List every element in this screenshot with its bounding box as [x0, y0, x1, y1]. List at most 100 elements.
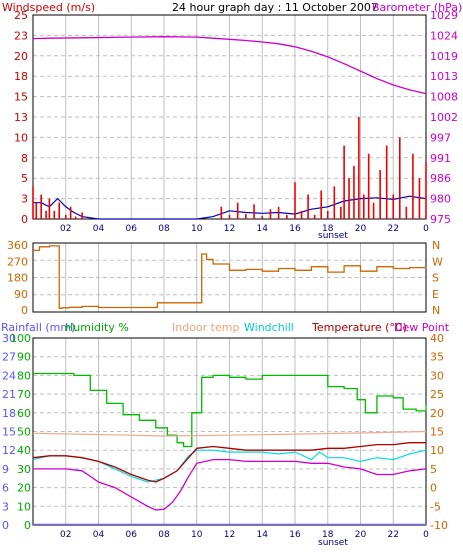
right-axis-tick-label: 1029	[430, 9, 458, 22]
right-axis-tick-label: 997	[430, 131, 451, 144]
x-tick-label: 20	[355, 224, 367, 234]
legend: Rainfall (mm) Humidity % Indoor temp Win…	[1, 321, 450, 334]
right-axis-tick-label: 986	[430, 172, 451, 185]
x-tick-label: 14	[257, 530, 269, 540]
legend-windchill: Windchill	[244, 321, 294, 334]
barometer-line	[32, 36, 427, 95]
rainfall-tick-label: 18	[2, 407, 16, 420]
temperature-tick-label: 40	[430, 332, 444, 345]
direction-compass-label: S	[432, 272, 439, 285]
humidity-tick-label: 60	[17, 407, 31, 420]
legend-rainfall: Rainfall (mm)	[1, 321, 75, 334]
right-axis-title: Barometer (hPa)	[372, 1, 462, 14]
rainfall-tick-label: 12	[2, 444, 16, 457]
sunset-label-lower: sunset	[318, 538, 348, 548]
right-axis-tick-label: 1002	[430, 111, 458, 124]
x-tick-label: 04	[93, 224, 105, 234]
temperature-line	[32, 442, 426, 483]
dew-point-line	[33, 458, 427, 511]
x-tick-label: 08	[158, 224, 170, 234]
x-tick-label: 16	[289, 224, 301, 234]
x-tick-label: 06	[126, 530, 138, 540]
temperature-tick-label: 20	[430, 407, 444, 420]
direction-degree-label: 270	[7, 255, 28, 268]
right-axis-tick-label: 1024	[430, 29, 458, 42]
x-tick-label: 04	[93, 530, 105, 540]
legend-humidity: Humidity %	[65, 321, 129, 334]
x-tick-label: 0	[423, 530, 429, 540]
temperature-tick-label: 10	[430, 444, 444, 457]
indoor-temp-line	[32, 430, 427, 437]
temperature-tick-label: 30	[430, 369, 444, 382]
temperature-tick-label: 35	[430, 351, 444, 364]
rainfall-tick-label: 15	[2, 426, 16, 439]
left-axis-tick-label: 20	[14, 50, 28, 63]
humidity-tick-label: 30	[17, 463, 31, 476]
left-axis-tick-label: 13	[14, 111, 28, 124]
direction-compass-label: W	[432, 255, 443, 268]
right-axis-tick-label: 1013	[430, 70, 458, 83]
rainfall-tick-label: 0	[2, 519, 9, 532]
humidity-tick-label: 100	[10, 332, 31, 345]
left-axis-tick-label: 3	[21, 193, 28, 206]
x-tick-label: 06	[126, 224, 138, 234]
x-tick-label: 0	[423, 224, 429, 234]
legend-indoor-temp: Indoor temp	[172, 321, 239, 334]
left-axis-tick-label: 8	[21, 152, 28, 165]
rainfall-tick-label: 24	[2, 369, 16, 382]
right-axis-tick-label: 1019	[430, 50, 458, 63]
rainfall-tick-label: 6	[2, 482, 9, 495]
left-axis-tick-label: 15	[14, 91, 28, 104]
wind-direction-line	[33, 245, 427, 309]
temperature-tick-label: 0	[430, 482, 437, 495]
x-tick-label: 18	[322, 224, 334, 234]
x-tick-label: 16	[289, 530, 301, 540]
direction-degree-label: 0	[21, 304, 28, 317]
legend-temperature: Temperature (°C)	[311, 321, 407, 334]
x-tick-label: 18	[322, 530, 334, 540]
x-tick-label: 12	[224, 530, 235, 540]
direction-degree-label: 90	[14, 288, 28, 301]
left-axis-tick-label: 18	[14, 70, 28, 83]
direction-compass-label: N	[432, 239, 440, 252]
x-tick-label: 02	[60, 530, 71, 540]
humidity-tick-label: 50	[17, 426, 31, 439]
humidity-tick-label: 70	[17, 388, 31, 401]
left-axis-tick-label: 10	[14, 131, 28, 144]
left-axis-tick-label: 23	[14, 29, 28, 42]
x-tick-label: 22	[388, 224, 399, 234]
temperature-tick-label: -5	[430, 500, 441, 513]
temperature-tick-label: 15	[430, 426, 444, 439]
x-tick-label: 10	[191, 530, 203, 540]
x-tick-label: 10	[191, 224, 203, 234]
rainfall-tick-label: 9	[2, 463, 9, 476]
right-axis-tick-label: 980	[430, 193, 451, 206]
right-axis-tick-label: 991	[430, 152, 451, 165]
wind-average-line	[33, 195, 427, 220]
rainfall-tick-label: 27	[2, 351, 16, 364]
humidity-tick-label: 80	[17, 369, 31, 382]
x-tick-label: 12	[224, 224, 235, 234]
direction-degree-label: 360	[7, 239, 28, 252]
direction-degree-label: 180	[7, 272, 28, 285]
rainfall-tick-label: 30	[2, 332, 16, 345]
sunset-label: sunset	[318, 231, 348, 241]
humidity-tick-label: 20	[17, 482, 31, 495]
humidity-tick-label: 40	[17, 444, 31, 457]
graph-title: 24 hour graph day : 11 October 2007	[172, 1, 378, 14]
temperature-tick-label: 25	[430, 388, 444, 401]
direction-compass-label: N	[432, 304, 440, 317]
left-axis-title: Windspeed (m/s)	[2, 1, 95, 14]
x-tick-label: 02	[60, 224, 71, 234]
left-axis-tick-label: 5	[21, 172, 28, 185]
right-axis-tick-label: 1008	[430, 91, 458, 104]
rainfall-tick-label: 3	[2, 500, 9, 513]
humidity-tick-label: 0	[24, 519, 31, 532]
left-axis-tick-label: 0	[21, 213, 28, 226]
x-tick-label: 22	[388, 530, 399, 540]
temperature-tick-label: -10	[430, 519, 448, 532]
x-tick-label: 08	[158, 530, 170, 540]
